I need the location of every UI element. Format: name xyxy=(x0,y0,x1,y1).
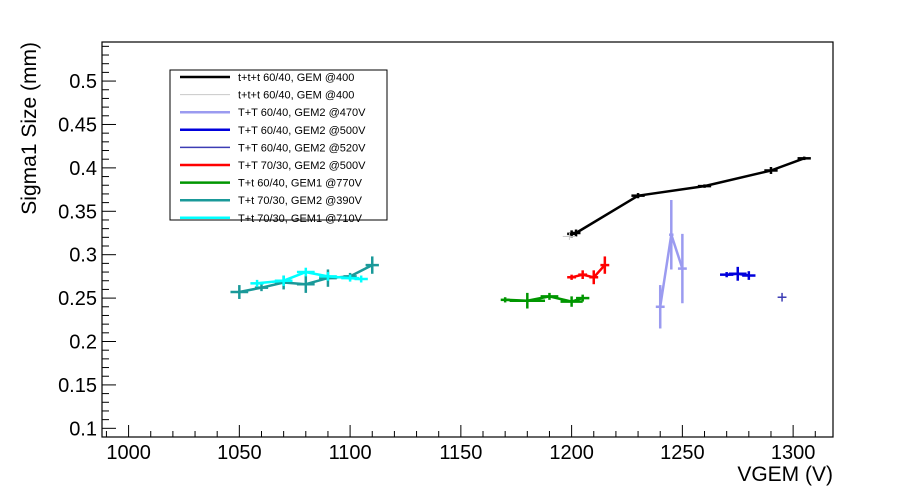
x-tick-label: 1050 xyxy=(217,442,262,464)
y-tick-label: 0.4 xyxy=(69,158,97,180)
y-tick-label: 0.3 xyxy=(69,245,97,267)
legend-entry: T+t 70/30, GEM2 @390V xyxy=(238,195,363,207)
axis-ticks xyxy=(102,45,816,438)
tick-labels: 1000 1050 1100 1150 1200 1250 1300 0.1 0.15 0.2 0.… xyxy=(58,71,815,464)
series-8 xyxy=(250,267,368,287)
series-5 xyxy=(567,256,610,285)
y-tick-label: 0.1 xyxy=(69,418,97,440)
legend-entry: t+t+t 60/40, GEM @400 xyxy=(238,90,354,102)
legend-entry: T+t 70/30, GEM1 @710V xyxy=(238,213,363,225)
y-tick-label: 0.2 xyxy=(69,332,97,354)
x-tick-label: 1150 xyxy=(439,442,482,464)
y-axis-label: Sigma1 Size (mm) xyxy=(18,42,41,215)
series-line xyxy=(571,264,606,279)
x-axis-label: VGEM (V) xyxy=(737,463,833,486)
y-tick-label: 0.45 xyxy=(58,114,97,136)
y-tick-label: 0.35 xyxy=(58,201,97,223)
legend-entry: t+t+t 60/40, GEM @400 xyxy=(238,72,354,84)
x-tick-label: 1100 xyxy=(329,442,372,464)
series-1 xyxy=(562,232,577,240)
plot-frame xyxy=(101,41,834,438)
legend-entry: T+T 60/40, GEM2 @500V xyxy=(238,125,366,137)
series-group xyxy=(230,156,811,329)
legend-entry: T+t 60/40, GEM1 @770V xyxy=(238,178,363,190)
series-2 xyxy=(655,200,687,329)
legend-entry: T+T 60/40, GEM2 @470V xyxy=(238,107,366,119)
x-tick-label: 1200 xyxy=(549,442,594,464)
legend-entry: T+T 60/40, GEM2 @520V xyxy=(238,142,366,154)
y-tick-label: 0.5 xyxy=(69,71,97,93)
y-tick-label: 0.25 xyxy=(58,288,97,310)
series-4 xyxy=(777,292,787,302)
x-tick-label: 1300 xyxy=(771,442,816,464)
series-3 xyxy=(720,266,756,281)
x-tick-label: 1250 xyxy=(660,442,705,464)
legend-entry: T+T 70/30, GEM2 @500V xyxy=(238,160,366,172)
series-6 xyxy=(500,292,590,309)
series-0 xyxy=(567,156,811,238)
x-tick-label: 1000 xyxy=(106,442,151,464)
legend: t+t+t 60/40, GEM @400 t+t+t 60/40, GEM @4… xyxy=(169,69,388,225)
y-tick-label: 0.15 xyxy=(58,375,97,397)
